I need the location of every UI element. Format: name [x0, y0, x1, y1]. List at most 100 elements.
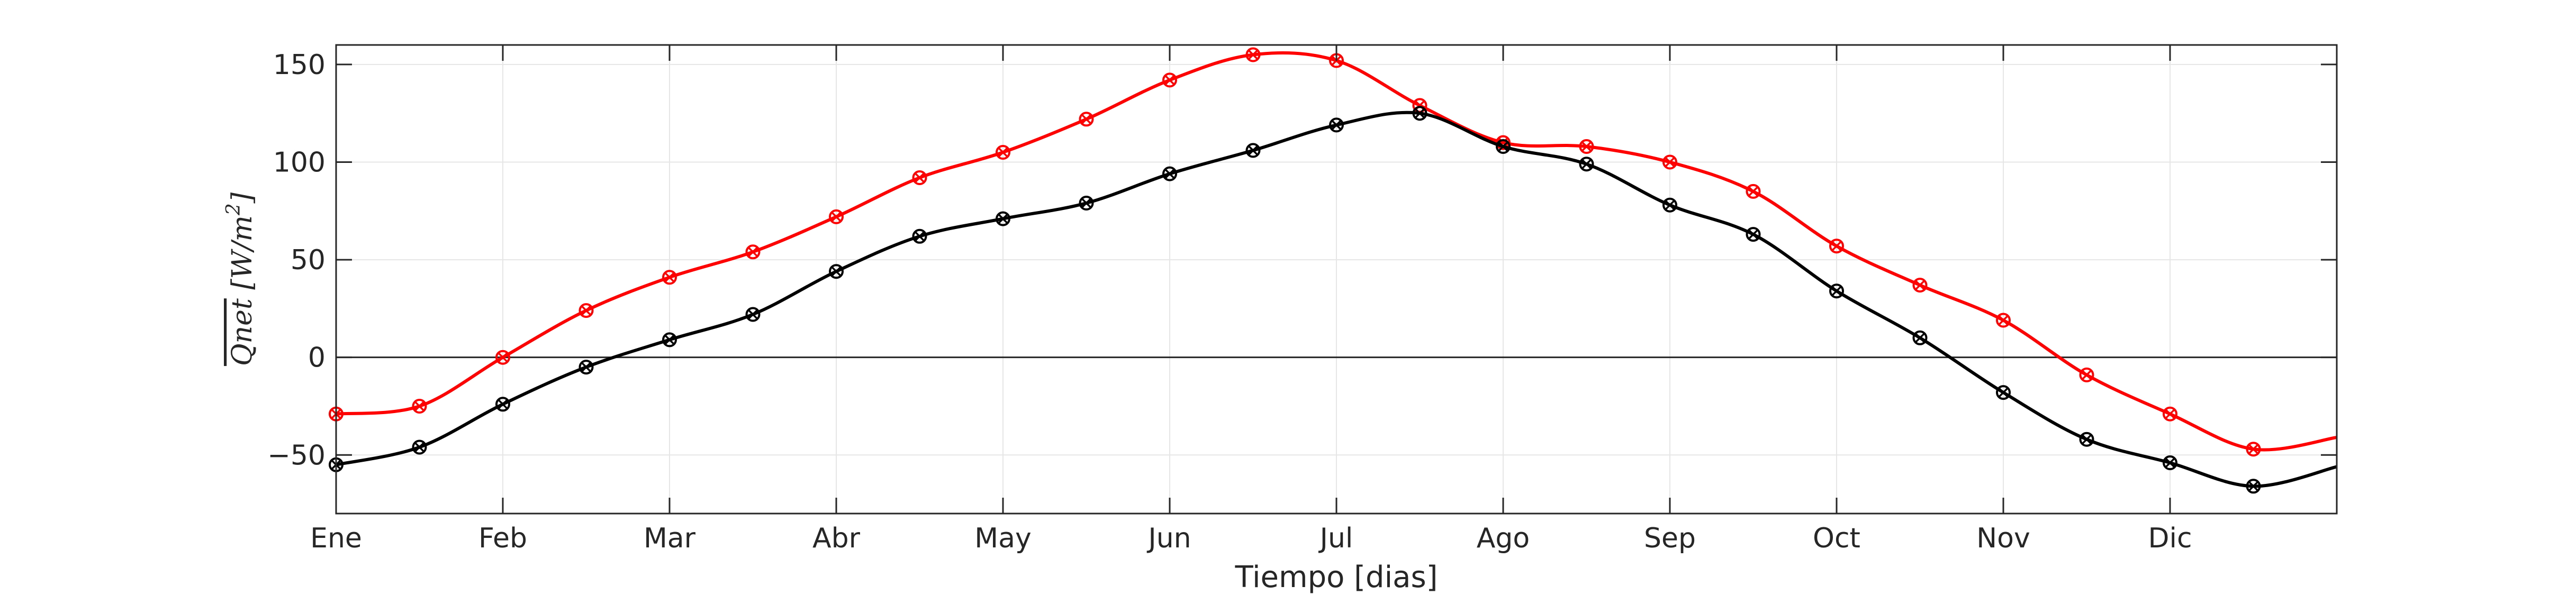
data-point-cross — [1164, 75, 1175, 85]
data-point — [662, 270, 677, 285]
data-point-cross — [664, 335, 675, 345]
data-point-circle — [1996, 385, 2011, 400]
data-point-circle — [912, 170, 927, 185]
data-point-circle — [1245, 47, 1261, 62]
data-point-cross — [1831, 286, 1842, 296]
x-tick-label: Ene — [310, 523, 362, 554]
data-point-circle — [996, 211, 1010, 226]
data-point-circle — [2246, 442, 2261, 457]
x-tick-label: Nov — [1976, 523, 2030, 554]
data-point — [996, 145, 1010, 160]
data-point-cross — [2082, 434, 2092, 444]
data-point — [1496, 139, 1511, 154]
x-axis-title: Tiempo [dias] — [1235, 560, 1438, 594]
x-tick-label: Abr — [812, 523, 861, 554]
data-point-circle — [2163, 455, 2177, 470]
data-point-circle — [1579, 139, 1594, 154]
data-point-cross — [915, 231, 925, 242]
data-point — [579, 360, 594, 375]
data-point-circle — [829, 209, 844, 224]
data-point-circle — [1412, 106, 1427, 121]
data-point-circle — [2079, 367, 2094, 382]
data-point — [1829, 239, 1844, 254]
data-point — [412, 399, 427, 414]
data-point — [2079, 432, 2094, 447]
data-point-circle — [1996, 313, 2011, 328]
data-point-cross — [1831, 241, 1842, 251]
data-point-cross — [831, 212, 842, 222]
y-axis-title: Qnet [W/m2] — [223, 192, 258, 366]
data-point-circle — [1245, 143, 1261, 158]
data-point — [1912, 278, 1928, 293]
data-point-cross — [1915, 333, 1925, 343]
data-point-circle — [1329, 117, 1344, 133]
data-point-circle — [1496, 135, 1511, 150]
data-point — [1162, 166, 1177, 181]
data-point-cross — [1665, 157, 1675, 167]
x-tick-label: Mar — [644, 523, 696, 554]
data-point — [1245, 143, 1261, 158]
data-point — [1829, 283, 1844, 299]
y-axis-units: [W/m — [227, 215, 258, 290]
data-point-circle — [495, 350, 510, 365]
y-tick-label: −50 — [267, 440, 326, 471]
data-point — [2163, 455, 2177, 470]
data-point-circle — [579, 303, 594, 318]
data-point — [745, 307, 761, 322]
data-point-cross — [2248, 444, 2258, 454]
data-point-circle — [495, 397, 510, 412]
data-point — [912, 170, 927, 185]
data-point-cross — [581, 305, 591, 316]
data-point — [1412, 106, 1427, 121]
data-point — [1162, 72, 1177, 88]
data-point — [996, 211, 1010, 226]
x-tick-label: May — [974, 523, 1032, 554]
data-point-circle — [1162, 166, 1177, 181]
data-point-cross — [1998, 315, 2009, 325]
data-point — [745, 244, 761, 260]
data-point-cross — [1915, 280, 1925, 290]
data-point-cross — [1498, 141, 1508, 152]
data-point-cross — [748, 247, 758, 257]
y-tick-label: 0 — [308, 342, 326, 374]
data-point-cross — [998, 147, 1008, 158]
data-point — [1912, 330, 1928, 345]
data-point-cross — [2082, 370, 2092, 380]
data-point-circle — [662, 332, 677, 347]
data-point-circle — [1912, 330, 1928, 345]
data-point-circle — [1746, 227, 1761, 242]
data-point-cross — [1581, 141, 1592, 152]
data-point-circle — [412, 399, 427, 414]
data-point-cross — [1081, 114, 1091, 124]
data-point-circle — [829, 264, 844, 279]
data-point-circle — [1496, 139, 1511, 154]
data-point — [495, 350, 510, 365]
data-point-circle — [745, 244, 761, 260]
data-point — [1245, 47, 1261, 62]
svg-text:Qnet [W/m2]: Qnet [W/m2] — [223, 192, 258, 366]
data-point — [1579, 139, 1594, 154]
data-point — [829, 264, 844, 279]
data-point-cross — [748, 309, 758, 319]
data-point-cross — [498, 399, 508, 409]
x-tick-label: Ago — [1477, 523, 1530, 554]
data-point-cross — [2248, 481, 2258, 491]
data-point-circle — [1579, 157, 1594, 172]
data-point — [2163, 406, 2177, 422]
data-point-cross — [1331, 120, 1342, 130]
data-point-circle — [1079, 196, 1094, 210]
tick-labels: Ene Feb Mar Abr May Jun Jul Ago Sep Oct Nov Dic −50 0… — [267, 49, 2192, 554]
series-1 — [329, 106, 2337, 494]
data-point — [1662, 197, 1677, 213]
data-point — [1996, 385, 2011, 400]
y-tick-label: 150 — [273, 49, 326, 81]
data-point — [1746, 184, 1761, 199]
data-point-circle — [1829, 283, 1844, 299]
data-point-cross — [1248, 50, 1258, 60]
data-point-circle — [662, 270, 677, 285]
data-point-circle — [2246, 479, 2261, 494]
y-axis-units-exponent: 2 — [223, 203, 245, 216]
data-point — [2246, 442, 2261, 457]
data-point-circle — [996, 145, 1010, 160]
